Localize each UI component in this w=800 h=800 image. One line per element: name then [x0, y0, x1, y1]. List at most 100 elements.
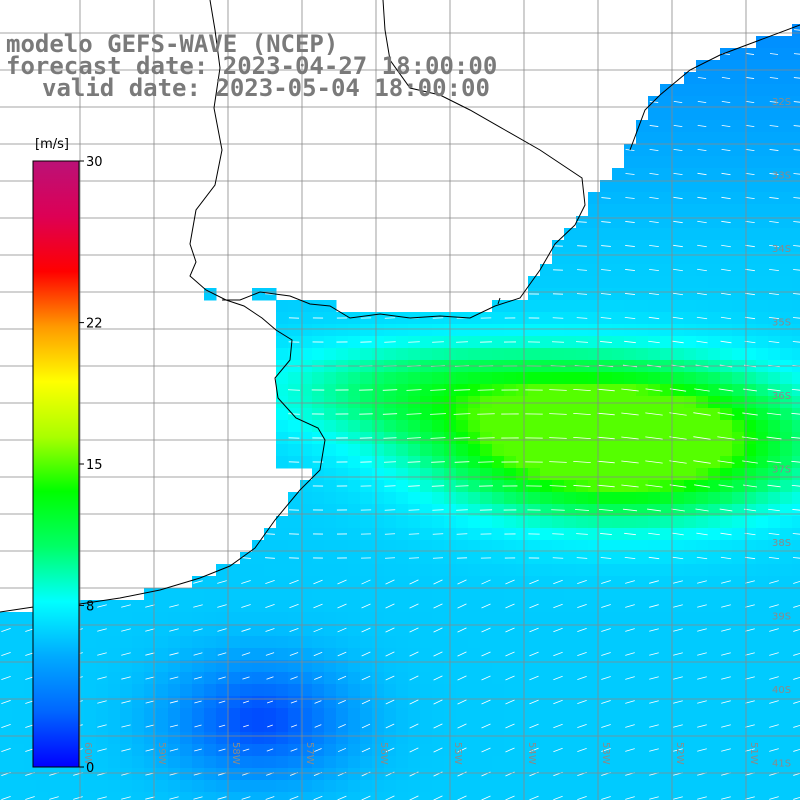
- wind-arrow: [601, 796, 611, 800]
- wind-speed-cell: [516, 684, 529, 697]
- wind-speed-cell: [576, 540, 589, 553]
- wind-speed-cell: [132, 792, 145, 800]
- wind-speed-cell: [696, 132, 709, 145]
- wind-speed-cell: [240, 780, 253, 793]
- wind-arrow: [649, 748, 659, 752]
- wind-speed-cell: [660, 300, 673, 313]
- wind-speed-cell: [144, 636, 157, 649]
- wind-arrow: [745, 580, 755, 584]
- wind-arrow: [649, 652, 659, 656]
- wind-arrow: [481, 795, 491, 800]
- wind-speed-cell: [12, 684, 25, 697]
- wind-speed-cell: [708, 336, 721, 349]
- wind-speed-cell: [516, 780, 529, 793]
- wind-speed-cell: [564, 288, 577, 301]
- wind-speed-cell: [720, 492, 733, 505]
- wind-speed-cell: [396, 744, 409, 757]
- wind-speed-cell: [564, 540, 577, 553]
- wind-speed-cell: [552, 276, 565, 289]
- wind-arrow: [573, 437, 591, 439]
- wind-speed-cell: [516, 672, 529, 685]
- wind-arrow: [553, 675, 563, 681]
- wind-speed-cell: [696, 516, 709, 529]
- wind-speed-cell: [276, 708, 289, 721]
- wind-arrow: [721, 292, 731, 296]
- wind-speed-cell: [180, 696, 193, 709]
- wind-speed-cell: [720, 468, 733, 481]
- wind-speed-cell: [576, 588, 589, 601]
- wind-speed-cell: [252, 288, 265, 301]
- wind-speed-cell: [564, 576, 577, 589]
- wind-speed-cell: [552, 612, 565, 625]
- wind-speed-cell: [300, 732, 313, 745]
- wind-speed-cell: [756, 96, 769, 109]
- wind-speed-cell: [408, 588, 421, 601]
- wind-speed-cell: [264, 588, 277, 601]
- wind-speed-cell: [240, 660, 253, 673]
- wind-speed-cell: [12, 648, 25, 661]
- wind-speed-cell: [708, 528, 721, 541]
- wind-speed-cell: [228, 600, 241, 613]
- wind-speed-cell: [648, 324, 661, 337]
- wind-speed-cell: [672, 780, 685, 793]
- wind-speed-cell: [636, 552, 649, 565]
- wind-speed-cell: [384, 732, 397, 745]
- wind-arrow: [621, 412, 639, 416]
- wind-speed-cell: [396, 468, 409, 481]
- wind-arrow: [193, 580, 203, 584]
- wind-speed-cell: [384, 420, 397, 433]
- wind-speed-cell: [108, 636, 121, 649]
- wind-speed-cell: [708, 792, 721, 800]
- wind-arrow: [457, 603, 467, 609]
- wind-speed-cell: [156, 768, 169, 781]
- wind-speed-cell: [456, 492, 469, 505]
- wind-speed-cell: [372, 624, 385, 637]
- wind-speed-cell: [372, 528, 385, 541]
- wind-speed-cell: [612, 516, 625, 529]
- wind-speed-cell: [588, 696, 601, 709]
- wind-arrow: [742, 412, 758, 416]
- wind-speed-cell: [732, 204, 745, 217]
- wind-speed-cell: [648, 108, 661, 121]
- wind-speed-cell: [708, 492, 721, 505]
- wind-arrow: [453, 437, 471, 439]
- wind-speed-cell: [408, 516, 421, 529]
- wind-speed-cell: [504, 636, 517, 649]
- wind-speed-cell: [780, 576, 793, 589]
- wind-speed-cell: [672, 348, 685, 361]
- wind-speed-cell: [708, 588, 721, 601]
- wind-arrow: [693, 436, 711, 440]
- wind-speed-cell: [636, 624, 649, 637]
- wind-arrow: [745, 604, 755, 608]
- wind-speed-cell: [336, 636, 349, 649]
- wind-arrow: [745, 125, 755, 127]
- wind-speed-cell: [660, 672, 673, 685]
- wind-speed-cell: [600, 228, 613, 241]
- wind-speed-cell: [348, 372, 361, 385]
- wind-speed-cell: [276, 780, 289, 793]
- wind-speed-cell: [564, 636, 577, 649]
- wind-speed-cell: [600, 276, 613, 289]
- wind-speed-cell: [600, 564, 613, 577]
- wind-speed-cell: [672, 420, 685, 433]
- wind-speed-cell: [204, 576, 217, 589]
- wind-speed-cell: [708, 744, 721, 757]
- wind-speed-cell: [696, 792, 709, 800]
- wind-speed-cell: [636, 612, 649, 625]
- wind-speed-cell: [180, 624, 193, 637]
- wind-speed-cell: [684, 156, 697, 169]
- wind-arrow: [744, 316, 756, 320]
- wind-speed-cell: [396, 336, 409, 349]
- wind-speed-cell: [576, 420, 589, 433]
- wind-arrow: [794, 29, 800, 31]
- wind-arrow: [453, 389, 471, 391]
- wind-speed-cell: [612, 528, 625, 541]
- wind-speed-cell: [708, 312, 721, 325]
- wind-speed-cell: [756, 552, 769, 565]
- wind-speed-cell: [276, 408, 289, 421]
- wind-speed-cell: [432, 660, 445, 673]
- wind-speed-cell: [456, 420, 469, 433]
- wind-speed-cell: [612, 180, 625, 193]
- wind-speed-cell: [744, 780, 757, 793]
- wind-speed-cell: [84, 636, 97, 649]
